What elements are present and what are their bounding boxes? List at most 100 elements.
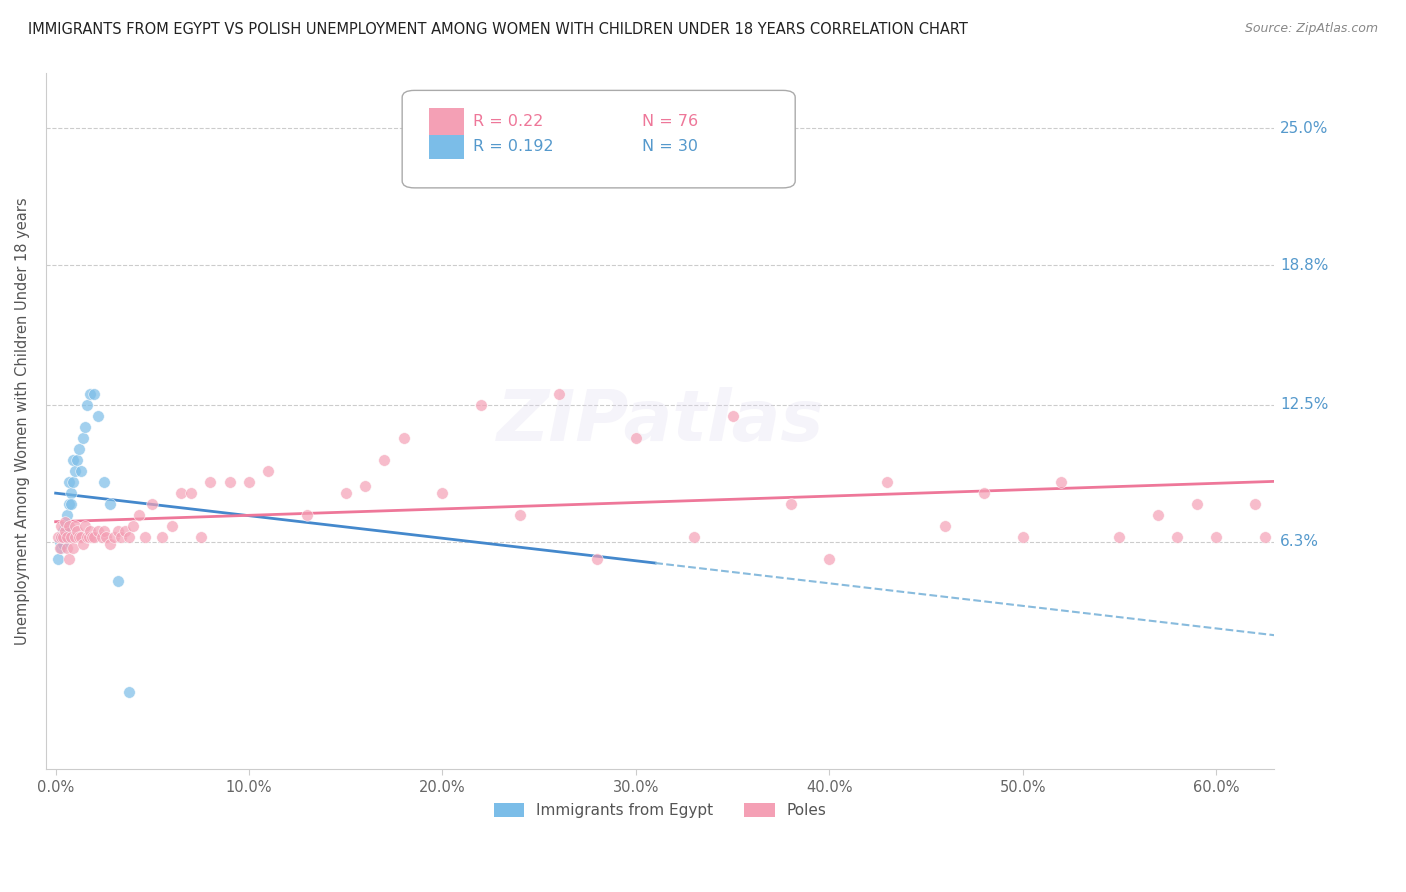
- Point: [83, 386, 105, 401]
- Point: [1011, 530, 1033, 544]
- Point: [257, 464, 280, 478]
- Point: [98, 497, 121, 511]
- Point: [1108, 530, 1130, 544]
- Point: [53, 515, 76, 529]
- Point: [53, 519, 76, 533]
- Text: 6.3%: 6.3%: [1279, 534, 1319, 549]
- Point: [76, 398, 98, 412]
- Point: [53, 524, 76, 538]
- Point: [373, 453, 395, 467]
- Point: [94, 530, 117, 544]
- Point: [779, 497, 801, 511]
- Point: [62, 453, 84, 467]
- Point: [51, 519, 73, 533]
- Point: [73, 419, 96, 434]
- Point: [52, 530, 75, 544]
- Point: [72, 431, 94, 445]
- Point: [79, 386, 101, 401]
- Point: [58, 475, 80, 489]
- FancyBboxPatch shape: [429, 109, 464, 135]
- Point: [876, 475, 898, 489]
- Point: [51, 530, 73, 544]
- Point: [87, 524, 110, 538]
- Point: [470, 398, 492, 412]
- Point: [1050, 475, 1073, 489]
- Point: [721, 409, 744, 423]
- Point: [60, 530, 83, 544]
- Text: N = 76: N = 76: [641, 114, 697, 129]
- Point: [122, 519, 145, 533]
- Point: [973, 486, 995, 500]
- Point: [114, 524, 136, 538]
- Point: [586, 552, 609, 566]
- Point: [93, 524, 115, 538]
- Point: [56, 508, 79, 522]
- Point: [48, 541, 70, 556]
- Point: [118, 530, 141, 544]
- Text: 12.5%: 12.5%: [1279, 397, 1329, 412]
- Point: [56, 524, 79, 538]
- Point: [52, 537, 75, 551]
- Point: [160, 519, 183, 533]
- Text: ZIPatlas: ZIPatlas: [496, 386, 824, 456]
- Legend: Immigrants from Egypt, Poles: Immigrants from Egypt, Poles: [488, 797, 832, 824]
- Point: [51, 541, 73, 556]
- Point: [63, 530, 86, 544]
- Point: [200, 475, 222, 489]
- Point: [683, 530, 706, 544]
- Point: [63, 519, 86, 533]
- Point: [72, 537, 94, 551]
- Point: [48, 534, 70, 549]
- Point: [62, 475, 84, 489]
- Point: [73, 519, 96, 533]
- Point: [46, 530, 69, 544]
- Point: [60, 486, 83, 500]
- Point: [98, 537, 121, 551]
- Point: [83, 530, 105, 544]
- Point: [82, 530, 104, 544]
- Point: [53, 530, 76, 544]
- Point: [141, 497, 163, 511]
- Point: [60, 497, 83, 511]
- Point: [664, 121, 686, 136]
- Point: [93, 475, 115, 489]
- Point: [67, 530, 90, 544]
- Point: [107, 574, 129, 589]
- Point: [128, 508, 150, 522]
- Point: [58, 552, 80, 566]
- Point: [87, 409, 110, 423]
- Point: [76, 530, 98, 544]
- Point: [62, 541, 84, 556]
- Point: [1166, 530, 1188, 544]
- Point: [67, 442, 90, 456]
- Point: [190, 530, 212, 544]
- Point: [432, 486, 454, 500]
- Point: [1253, 530, 1275, 544]
- Point: [295, 508, 318, 522]
- Text: 18.8%: 18.8%: [1279, 258, 1329, 273]
- Point: [934, 519, 956, 533]
- Point: [110, 530, 132, 544]
- Point: [1147, 508, 1170, 522]
- Point: [118, 685, 141, 699]
- Point: [66, 524, 89, 538]
- Text: 25.0%: 25.0%: [1279, 120, 1329, 136]
- Point: [1244, 497, 1267, 511]
- Point: [354, 479, 377, 493]
- Point: [56, 541, 79, 556]
- Text: Source: ZipAtlas.com: Source: ZipAtlas.com: [1244, 22, 1378, 36]
- Point: [46, 552, 69, 566]
- Point: [52, 524, 75, 538]
- Point: [79, 524, 101, 538]
- Point: [1205, 530, 1227, 544]
- Point: [392, 431, 415, 445]
- Point: [335, 486, 357, 500]
- Point: [509, 508, 531, 522]
- Point: [63, 464, 86, 478]
- Point: [58, 497, 80, 511]
- Point: [56, 530, 79, 544]
- Text: R = 0.22: R = 0.22: [474, 114, 544, 129]
- FancyBboxPatch shape: [402, 90, 796, 188]
- Text: N = 30: N = 30: [641, 138, 697, 153]
- Point: [103, 530, 125, 544]
